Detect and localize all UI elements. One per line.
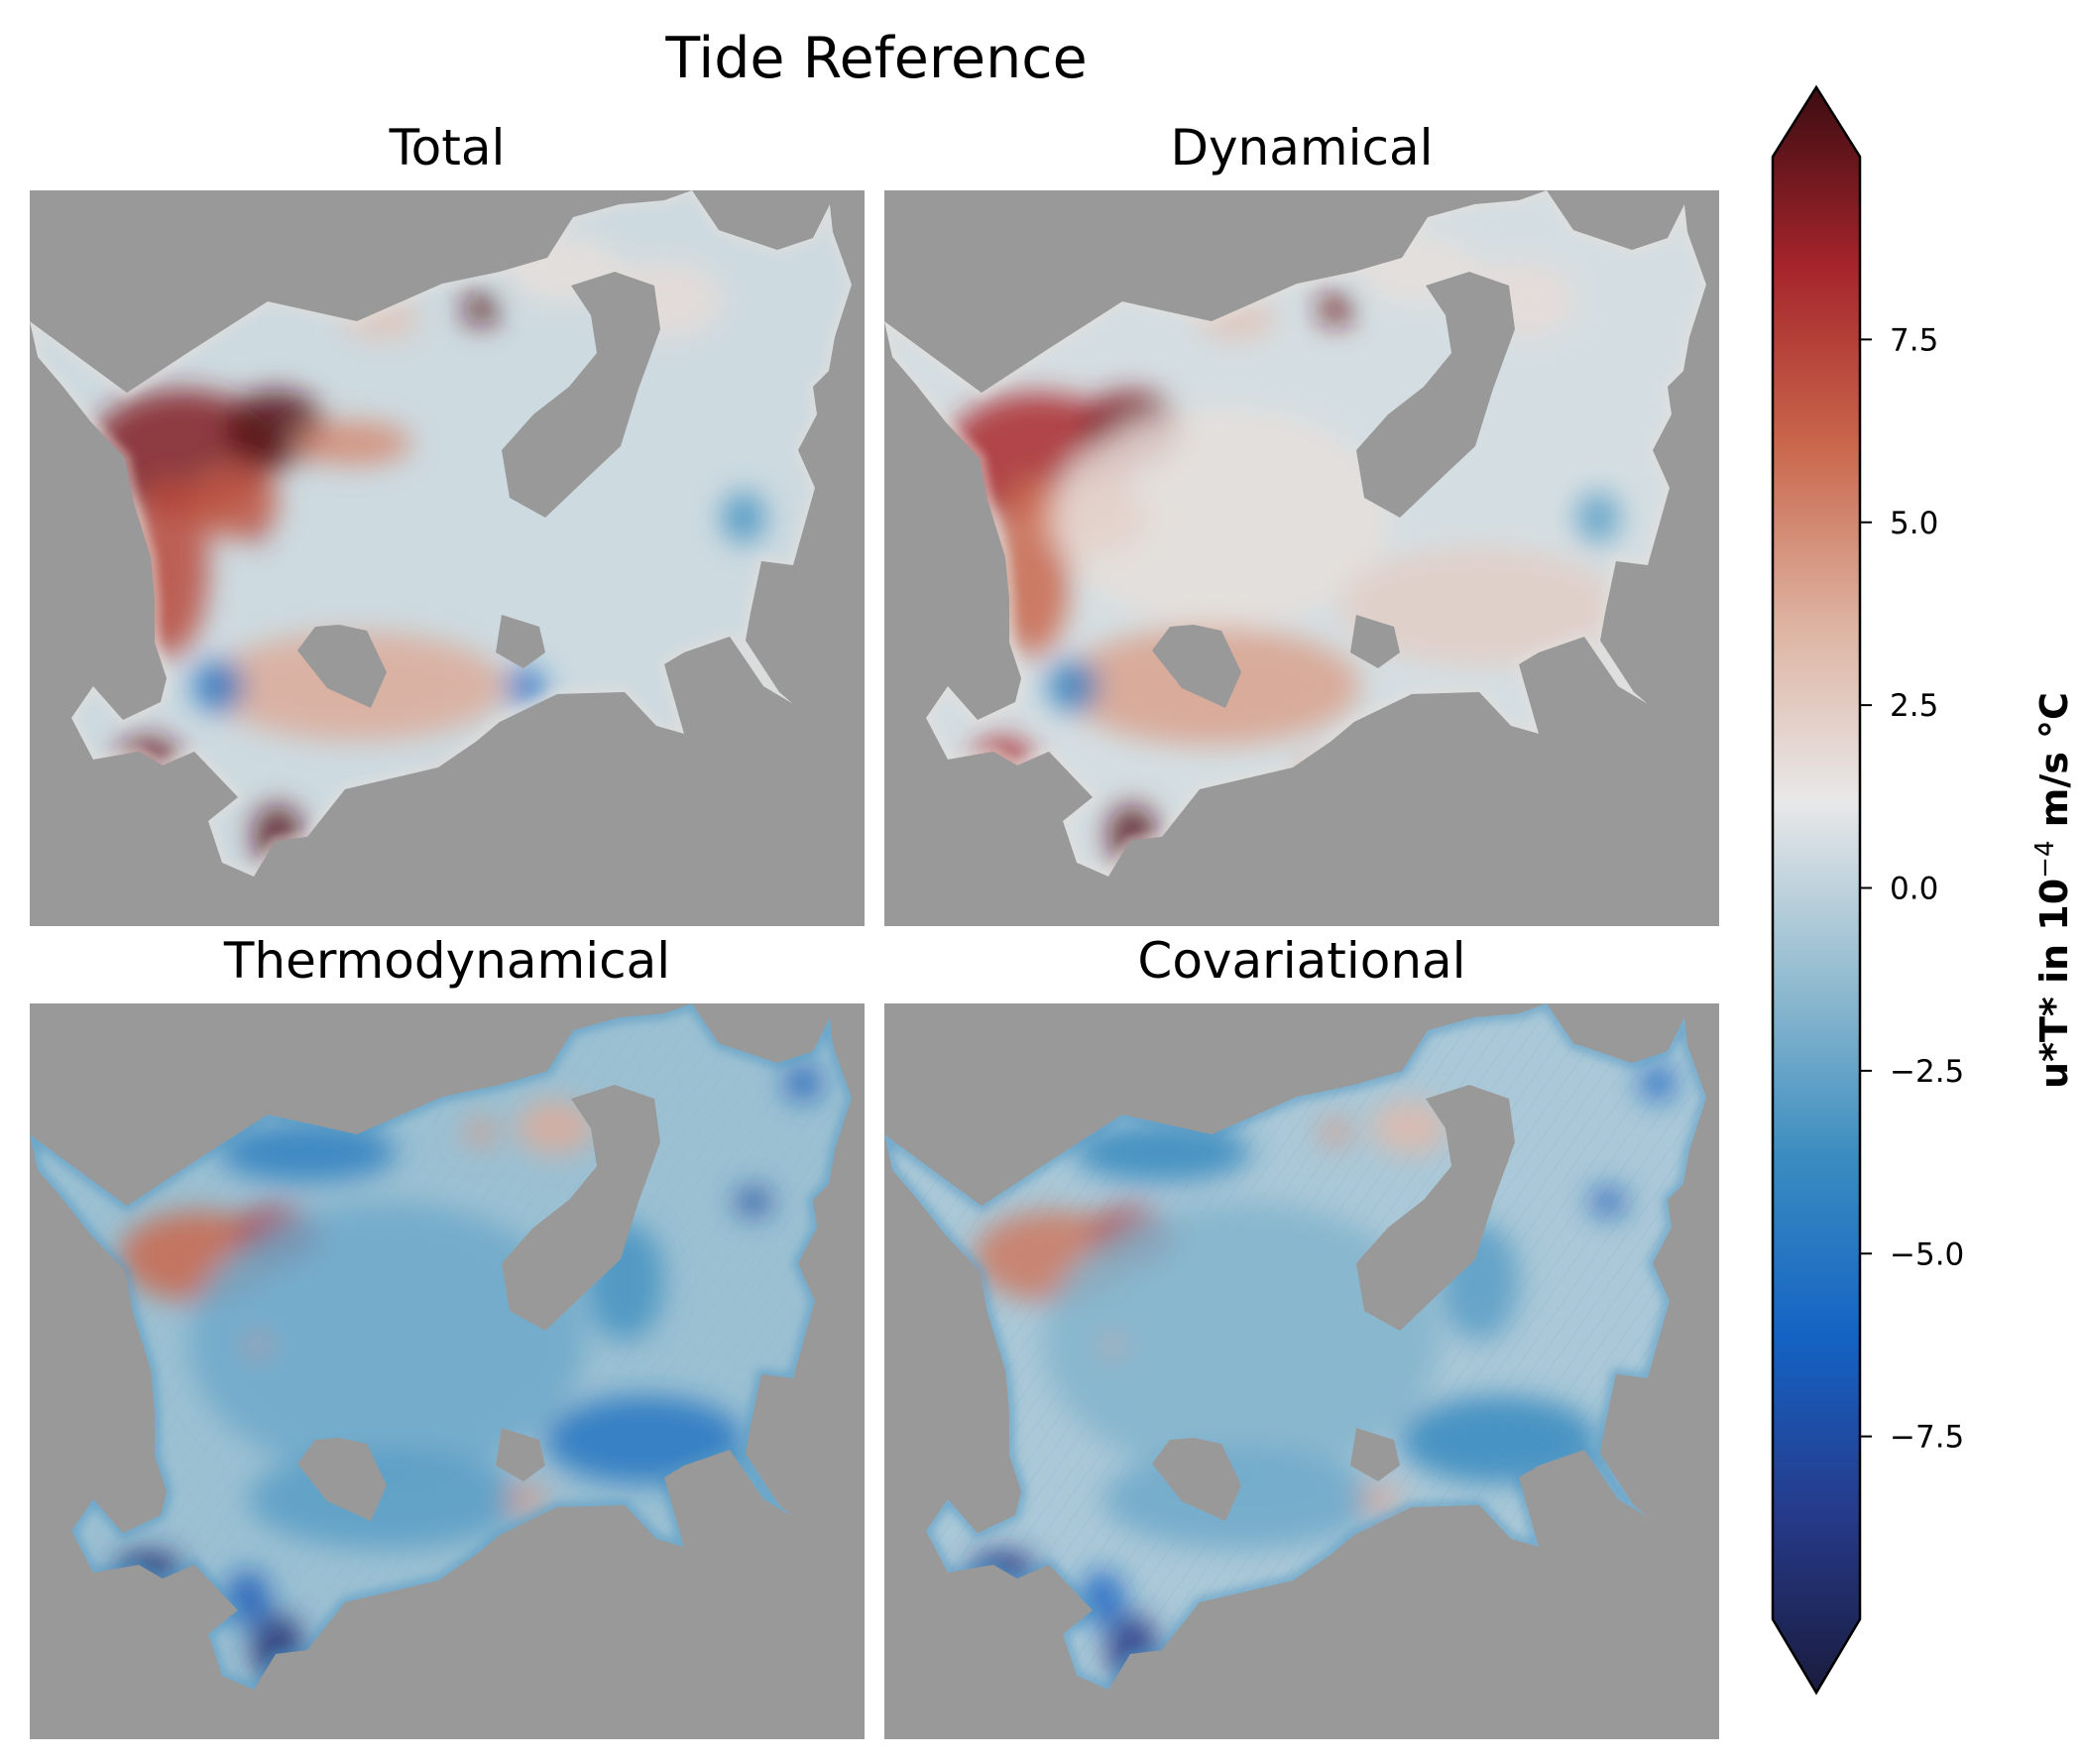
anomaly-patch	[1318, 294, 1353, 325]
panel-covar: Covariational	[884, 932, 1719, 1739]
anomaly-patch	[1043, 1202, 1440, 1479]
colorbar-label-units: m/s °C	[2032, 692, 2076, 840]
colorbar-tick-label: 2.5	[1890, 688, 1938, 724]
colorbar: −7.5 −5.0 −2.5 0.0 2.5 5.0 7.5 u*T* in 10−4 m/…	[1771, 84, 2076, 1696]
anomaly-patch	[192, 660, 244, 712]
anomaly-patch	[250, 523, 266, 542]
anomaly-patch	[250, 1336, 266, 1355]
anomaly-patch	[1053, 409, 1390, 627]
panel-title: Total	[389, 119, 506, 176]
land-island-3	[496, 615, 545, 668]
land-island-1	[1356, 272, 1515, 518]
colorbar-label-main: u*T* in 10	[2032, 879, 2076, 1089]
anomaly-patch	[1370, 1100, 1449, 1155]
panel-title: Covariational	[1137, 932, 1465, 990]
anomaly-patch	[188, 1202, 585, 1479]
anomaly-layer	[944, 236, 1695, 865]
colorbar-tick-label: −5.0	[1890, 1236, 1964, 1272]
anomaly-patch	[1340, 547, 1618, 666]
anomaly-patch	[1576, 492, 1620, 543]
land-island-1	[502, 272, 660, 518]
colorbar-label: u*T* in 10−4 m/s °C	[2030, 692, 2076, 1089]
anomaly-patch	[506, 668, 545, 704]
land-island-3	[1350, 1428, 1400, 1481]
colorbar-tick-label: −7.5	[1890, 1420, 1964, 1456]
anomaly-patch	[722, 492, 765, 543]
land-island-1	[502, 1085, 660, 1331]
colorbar-tick-label: 7.5	[1890, 322, 1938, 358]
land-island-2	[297, 1438, 387, 1521]
anomaly-patch	[1360, 1483, 1400, 1515]
land-island-3	[1350, 615, 1400, 668]
panel-dynamical: Dynamical	[884, 119, 1719, 926]
panel-total: Total	[30, 119, 865, 926]
anomaly-patch	[1320, 1118, 1351, 1146]
panels: Total Dynamical Thermodynamical Covariation…	[30, 119, 1719, 1739]
colorbar-tick-label: 0.0	[1890, 872, 1938, 907]
figure-title: Tide Reference	[664, 26, 1087, 91]
colorbar-ticks: −7.5 −5.0 −2.5 0.0 2.5 5.0 7.5	[1860, 322, 1964, 1456]
panel-thermo: Thermodynamical	[30, 932, 865, 1739]
anomaly-patch	[465, 1118, 497, 1146]
colorbar-body	[1771, 84, 1862, 1696]
land-island-1	[1356, 1085, 1515, 1331]
land-island-2	[1152, 625, 1241, 708]
land-island-2	[297, 625, 387, 708]
colorbar-tick-label: −2.5	[1890, 1054, 1964, 1090]
anomaly-patch	[1640, 1065, 1676, 1101]
anomaly-patch	[736, 1188, 771, 1216]
land-island-3	[496, 1428, 545, 1481]
anomaly-patch	[187, 467, 279, 538]
anomaly-patch	[506, 1483, 545, 1515]
colorbar-label-exponent: −4	[2030, 840, 2060, 878]
anomaly-patch	[1590, 1188, 1626, 1216]
anomaly-patch	[248, 1450, 525, 1549]
colorbar-tick-label: 5.0	[1890, 506, 1938, 541]
anomaly-patch	[1104, 1336, 1120, 1355]
land-island-2	[1152, 1438, 1241, 1521]
anomaly-patch	[292, 421, 411, 465]
anomaly-patch	[463, 294, 499, 325]
anomaly-patch	[1047, 660, 1099, 712]
panel-title: Thermodynamical	[223, 932, 670, 990]
anomaly-patch	[1102, 1450, 1380, 1549]
anomaly-patch	[785, 1065, 821, 1101]
anomaly-patch	[516, 1100, 595, 1155]
panel-title: Dynamical	[1170, 119, 1433, 176]
